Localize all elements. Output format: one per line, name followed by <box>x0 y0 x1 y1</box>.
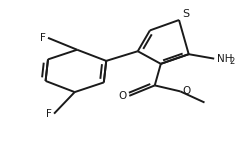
Text: F: F <box>40 33 46 43</box>
Text: O: O <box>182 86 190 96</box>
Text: NH: NH <box>217 54 232 64</box>
Text: S: S <box>183 9 190 19</box>
Text: F: F <box>46 109 52 119</box>
Text: O: O <box>118 91 126 101</box>
Text: 2: 2 <box>229 57 234 66</box>
